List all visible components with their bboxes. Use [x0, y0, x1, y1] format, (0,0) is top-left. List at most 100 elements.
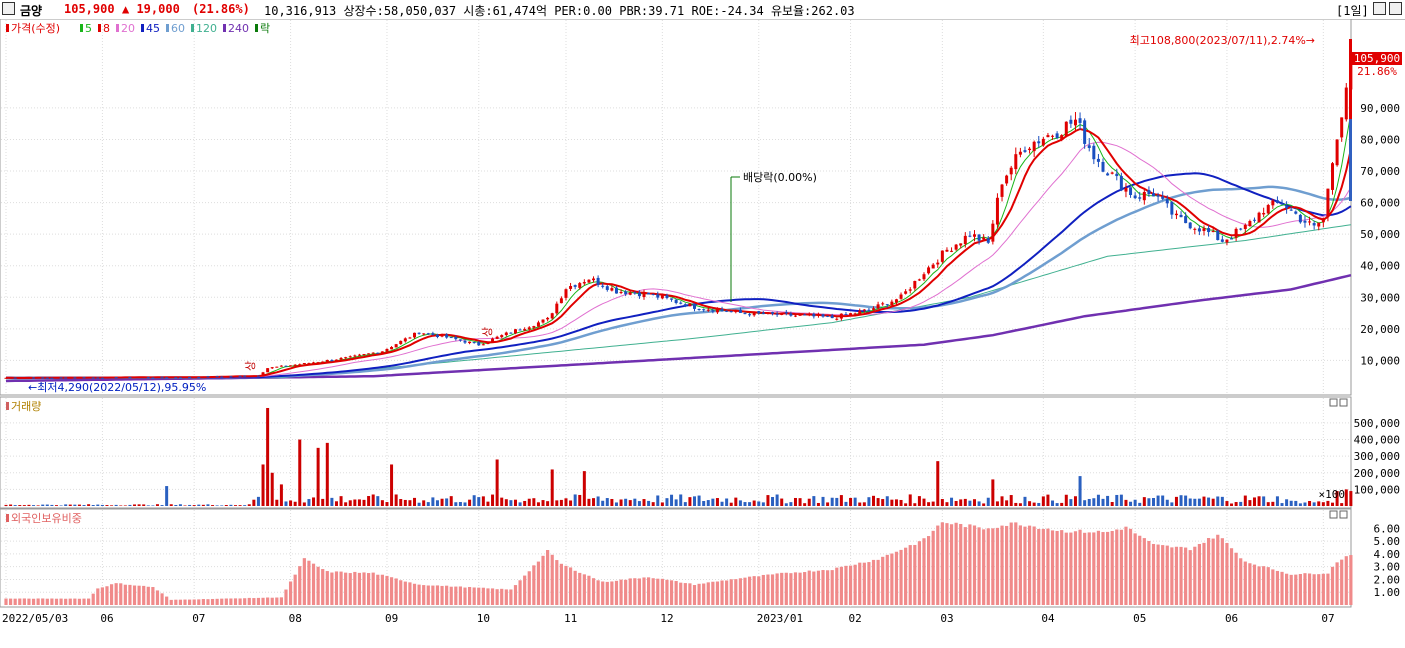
volume-bar	[972, 499, 976, 506]
foreign-holding-bar	[972, 525, 977, 605]
checkbox-icon[interactable]	[2, 2, 15, 15]
foreign-holding-bar	[243, 598, 247, 605]
volume-bar	[270, 472, 274, 506]
foreign-holding-bar	[463, 587, 467, 605]
candle-body	[1344, 87, 1348, 120]
foreign-holding-bar	[123, 584, 127, 605]
period-selector[interactable]: [1일]	[1336, 4, 1369, 18]
foreign-holding-bar	[169, 599, 173, 605]
candle-body	[798, 314, 802, 316]
volume-bar	[87, 504, 91, 506]
foreign-holding-bar	[13, 598, 17, 605]
volume-bar	[229, 504, 233, 506]
candle-body	[114, 377, 118, 379]
foreign-holding-bar	[1216, 534, 1220, 605]
candle-body	[656, 294, 660, 298]
foreign-holding-bar	[784, 572, 788, 605]
foreign-holding-bar	[41, 598, 45, 605]
close-window-icon[interactable]	[1389, 2, 1402, 15]
foreign-holding-bar	[348, 573, 352, 605]
foreign-holding-bar	[201, 599, 205, 605]
volume-bar	[192, 505, 196, 506]
candle-body	[142, 377, 146, 379]
volume-bar	[628, 500, 632, 506]
volume-bar	[1298, 503, 1302, 506]
volume-bar	[119, 505, 123, 506]
panel-minimize-icon[interactable]	[1329, 398, 1338, 407]
volume-bar	[32, 505, 36, 506]
foreign-holding-bar	[206, 599, 210, 605]
foreign-holding-bar	[1046, 528, 1050, 605]
volume-bar	[784, 503, 788, 506]
volume-tick-label: 300,000	[1354, 450, 1400, 463]
candle-body	[500, 335, 504, 337]
candle-body	[991, 223, 995, 242]
volume-bars	[4, 407, 1353, 506]
foreign-holding-bar	[642, 577, 646, 605]
candle-body	[36, 377, 40, 379]
candle-body	[748, 314, 752, 316]
candle-body	[1331, 163, 1335, 190]
volume-bar	[394, 494, 398, 506]
low-annotation: ←최저4,290(2022/05/12),95.95%	[28, 381, 206, 394]
panel-minimize-icon[interactable]	[1329, 510, 1338, 519]
candle-body	[431, 333, 435, 335]
candle-body	[1280, 203, 1284, 205]
volume-bar	[1147, 498, 1151, 506]
foreign-holding-bar	[1197, 543, 1201, 605]
candle-body	[963, 235, 967, 245]
candle-body	[1266, 205, 1270, 214]
candle-body	[192, 377, 196, 379]
volume-bar	[376, 496, 380, 506]
volume-bar	[1110, 501, 1114, 506]
foreign-holding-bar	[417, 584, 421, 605]
candle-body	[1248, 221, 1252, 227]
volume-bar	[142, 504, 146, 506]
foreign-holding-bar	[532, 565, 536, 605]
volume-bar	[1083, 500, 1087, 506]
candle-body	[1197, 228, 1201, 232]
foreign-holding-bar	[1165, 545, 1169, 605]
date-tick-label: 06	[100, 612, 113, 625]
candle-body	[165, 377, 169, 379]
candle-body	[518, 329, 522, 331]
candle-body	[449, 337, 453, 339]
foreign-holding-bar	[1128, 528, 1133, 605]
candle-body	[394, 344, 398, 348]
volume-bar	[564, 498, 568, 506]
volume-bar	[426, 502, 430, 506]
foreign-holding-bar	[403, 581, 407, 605]
volume-bar	[523, 500, 527, 506]
volume-bar	[137, 504, 141, 506]
candle-body	[298, 364, 302, 366]
foreign-holding-bar	[871, 559, 876, 605]
candle-body	[1326, 188, 1330, 217]
panel-close-icon[interactable]	[1339, 510, 1348, 519]
foreign-holding-bar	[692, 585, 697, 605]
date-tick-label: 09	[385, 612, 398, 625]
candle-body	[422, 333, 426, 335]
volume-bar	[160, 505, 164, 506]
legend-ma-label: 20	[121, 22, 135, 35]
legend-ma-swatch	[98, 24, 101, 32]
candle-body	[41, 377, 45, 379]
stock-chart[interactable]: 10,000 20,000 30,000 40,000 50,000 60,000 70,0…	[0, 19, 1405, 648]
volume-bar	[82, 505, 86, 506]
volume-bar	[1055, 503, 1059, 506]
volume-bar	[720, 501, 724, 506]
date-tick-label: 2023/01	[757, 612, 803, 625]
legend-ma-swatch	[80, 24, 83, 32]
volume-bar	[403, 499, 407, 506]
candle-body	[64, 377, 68, 379]
volume-bar	[1289, 500, 1293, 506]
restore-window-icon[interactable]	[1373, 2, 1386, 15]
candle-body	[1073, 119, 1077, 126]
volume-bar	[766, 495, 770, 506]
panel-close-icon[interactable]	[1339, 398, 1348, 407]
legend-volume-label: 거래량	[11, 400, 41, 413]
candle-body	[399, 340, 403, 345]
candle-body	[894, 299, 898, 303]
candle-body	[178, 377, 182, 379]
volume-bar	[1000, 496, 1004, 506]
foreign-holding-bar	[839, 566, 843, 605]
